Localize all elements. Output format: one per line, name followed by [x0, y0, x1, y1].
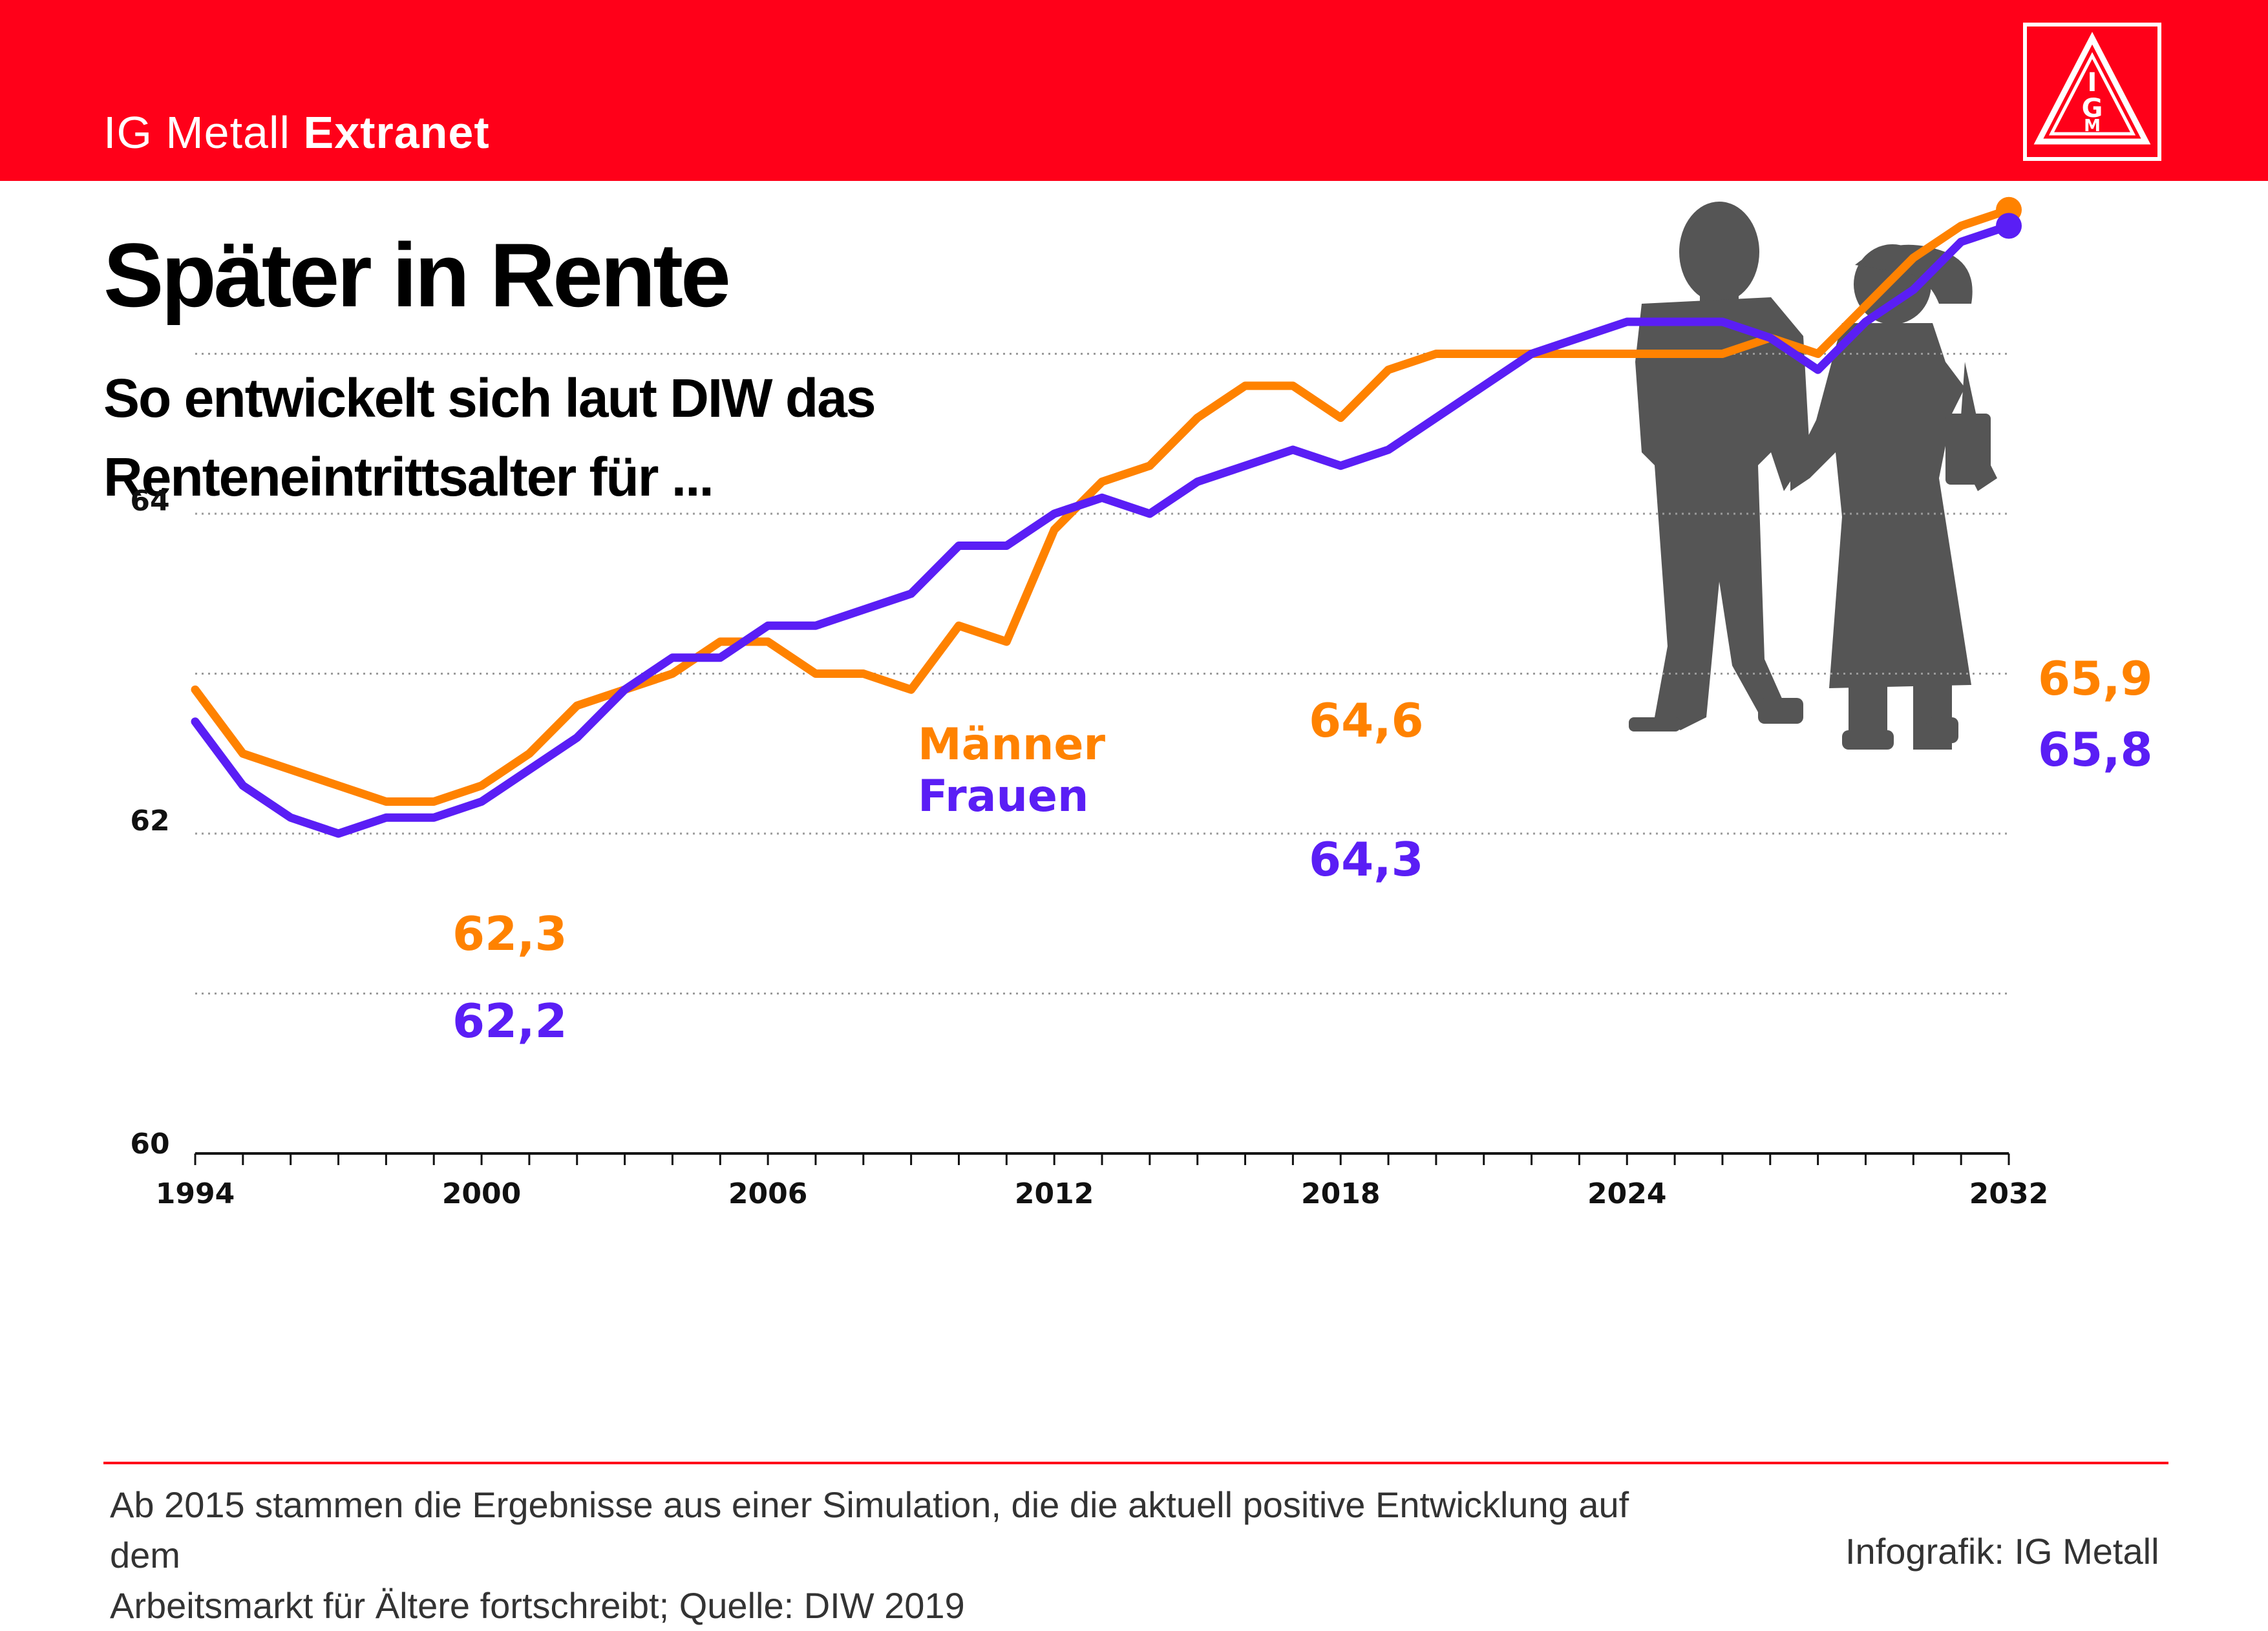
logo-triangle-icon: I G M	[2033, 32, 2151, 145]
data-label: 64,6	[1309, 693, 1424, 748]
infographic-credit: Infografik: IG Metall	[1845, 1531, 2159, 1572]
x-tick-label: 1994	[156, 1177, 235, 1210]
data-label: 64,3	[1309, 832, 1424, 887]
legend-entry-maenner: Männer	[918, 719, 1105, 770]
x-axis: 1994 2000 2006 2012 2018 2024 2032	[156, 1152, 2048, 1210]
value-annotations: 62,3 62,2 64,6 64,3 65,9 65,8	[452, 651, 2153, 1048]
series-lines	[191, 196, 2022, 838]
svg-text:G: G	[2082, 94, 2103, 123]
y-tick-label: 62	[130, 805, 169, 837]
data-label: 65,8	[2038, 722, 2153, 777]
elderly-couple-silhouette-icon	[1629, 202, 1997, 750]
brand-regular: IG Metall	[103, 107, 291, 158]
data-label: 62,3	[452, 907, 567, 961]
line-chart: 1994 2000 2006 2012 2018 2024 2032 60 62 64 62,3…	[130, 196, 2153, 1210]
y-tick-label: 60	[130, 1128, 169, 1161]
y-axis-labels: 60 62 64	[130, 485, 169, 1161]
svg-text:M: M	[2084, 116, 2101, 136]
header-bar: IG Metall Extranet I G M	[0, 0, 2268, 181]
source-note: Ab 2015 stammen die Ergebnisse aus einer…	[110, 1480, 1661, 1631]
svg-text:I: I	[2088, 68, 2097, 98]
grid-lines	[195, 353, 2009, 994]
brand-name: IG Metall Extranet	[103, 107, 490, 158]
data-label: 65,9	[2038, 651, 2153, 706]
series-end-point	[1996, 213, 2022, 239]
source-note-line-2: Arbeitsmarkt für Ältere fortschreibt; Qu…	[110, 1585, 965, 1626]
series-line-maenner	[191, 205, 2013, 806]
ig-metall-logo: I G M	[2023, 23, 2161, 161]
x-tick-label: 2012	[1015, 1177, 1094, 1210]
source-note-line-1: Ab 2015 stammen die Ergebnisse aus einer…	[110, 1484, 1629, 1575]
page-title: Später in Rente	[103, 224, 731, 326]
series-line-frauen	[191, 222, 2013, 838]
data-label: 62,2	[452, 994, 567, 1048]
legend-entry-frauen: Frauen	[918, 771, 1088, 822]
x-tick-label: 2032	[1969, 1177, 2048, 1210]
footer-divider	[103, 1462, 2168, 1464]
brand-bold: Extranet	[303, 107, 490, 158]
y-tick-label: 64	[130, 485, 169, 518]
x-tick-label: 2018	[1301, 1177, 1380, 1210]
page-subtitle: So entwickelt sich laut DIW das Rentenei…	[103, 368, 876, 507]
x-tick-label: 2000	[442, 1177, 521, 1210]
x-tick-label: 2006	[728, 1177, 807, 1210]
x-tick-label: 2024	[1587, 1177, 1666, 1210]
